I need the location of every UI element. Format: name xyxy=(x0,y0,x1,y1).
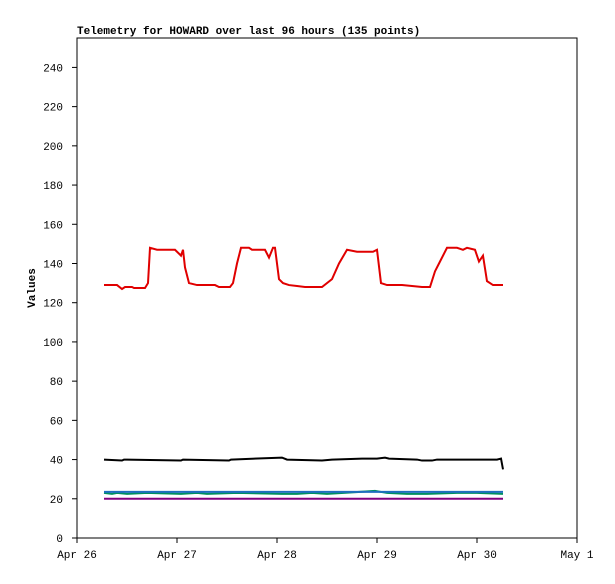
series-line xyxy=(103,489,504,495)
y-tick-label: 0 xyxy=(56,534,63,546)
x-tick-label: May 1 xyxy=(560,550,593,562)
x-tick-label: Apr 30 xyxy=(457,550,497,562)
y-tick-label: 120 xyxy=(43,299,63,311)
y-tick-label: 220 xyxy=(43,103,63,115)
y-axis-label: Values xyxy=(27,268,39,308)
y-tick-label: 60 xyxy=(50,416,63,428)
y-tick-label: 80 xyxy=(50,377,63,389)
y-tick-label: 140 xyxy=(43,259,63,271)
x-tick-label: Apr 29 xyxy=(357,550,397,562)
y-tick-label: 200 xyxy=(43,142,63,154)
y-tick-label: 160 xyxy=(43,220,63,232)
x-tick-label: Apr 27 xyxy=(157,550,197,562)
series-line xyxy=(104,246,503,291)
y-tick-label: 20 xyxy=(50,495,63,507)
y-tick-label: 100 xyxy=(43,338,63,350)
y-tick-label: 40 xyxy=(50,456,63,468)
chart-title: Telemetry for HOWARD over last 96 hours … xyxy=(77,26,420,38)
plot-frame xyxy=(76,37,578,539)
y-tick-label: 180 xyxy=(43,181,63,193)
x-tick-label: Apr 26 xyxy=(57,550,97,562)
series-line xyxy=(103,456,504,470)
x-tick-label: Apr 28 xyxy=(257,550,297,562)
y-tick-label: 240 xyxy=(43,63,63,75)
